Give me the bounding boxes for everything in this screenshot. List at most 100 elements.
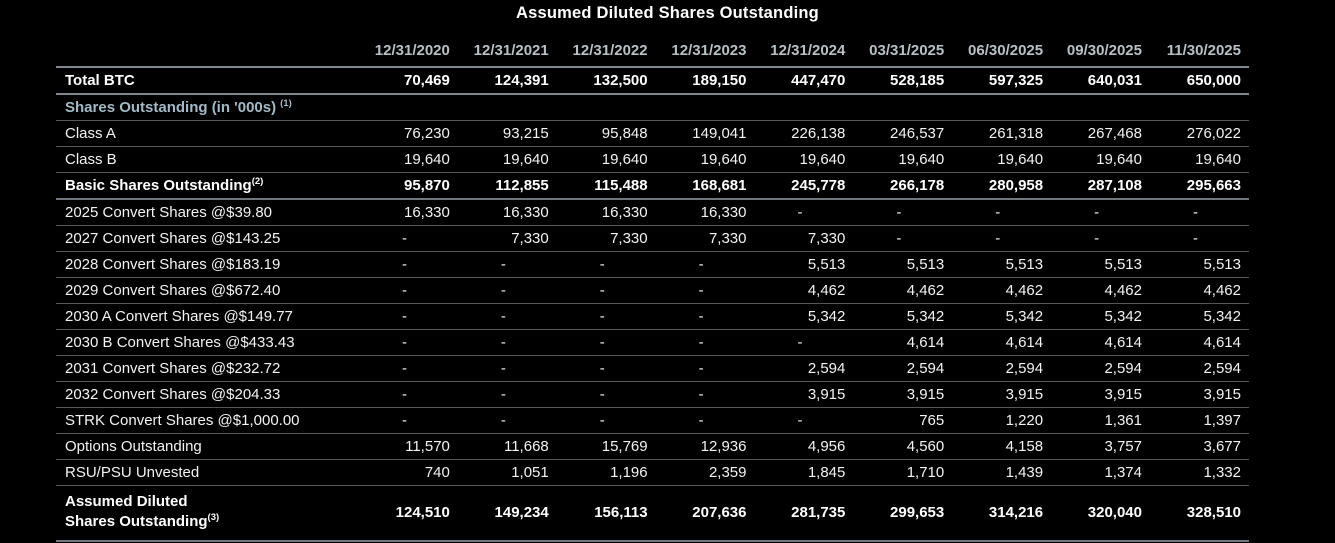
cell-value: 3,915 (1051, 381, 1150, 408)
cell-value: 11,570 (359, 433, 458, 460)
cell-value: 19,640 (556, 146, 656, 173)
cell-value (1051, 94, 1150, 121)
cell-value: 124,391 (457, 67, 557, 95)
corner-cell (56, 37, 359, 68)
cell-value: - (359, 303, 458, 330)
cell-value: 95,870 (359, 172, 458, 200)
cell-value: 124,510 (359, 485, 458, 542)
row-label: 2027 Convert Shares @$143.25 (56, 225, 359, 252)
cell-value: 189,150 (655, 67, 755, 95)
cell-value: 19,640 (457, 146, 557, 173)
cell-value: 765 (853, 407, 953, 434)
cell-value: 11,668 (457, 433, 557, 460)
cell-value: 1,374 (1051, 459, 1150, 486)
cell-value: 2,594 (1051, 355, 1150, 382)
cell-value: - (556, 329, 656, 356)
column-header: 06/30/2025 (952, 37, 1052, 68)
cell-value: 2,594 (853, 355, 953, 382)
cell-value: 207,636 (655, 485, 755, 542)
row-label: STRK Convert Shares @$1,000.00 (56, 407, 359, 434)
table-row: 2028 Convert Shares @$183.19- - - -5,513 5,5… (56, 251, 1249, 278)
cell-value: 4,614 (952, 329, 1052, 356)
row-label: Total BTC (56, 67, 359, 95)
cell-value: 1,710 (853, 459, 953, 486)
cell-value (1150, 94, 1249, 121)
cell-value: - (655, 407, 755, 434)
cell-value: 2,594 (754, 355, 854, 382)
table-row: Basic Shares Outstanding(2) 95,870 112,855… (56, 172, 1249, 200)
cell-value: 16,330 (359, 199, 458, 226)
cell-value: 3,677 (1150, 433, 1249, 460)
cell-value (359, 94, 458, 121)
header-row: 12/31/2020 12/31/2021 12/31/2022 12/31/2023… (56, 37, 1249, 68)
table-row: Class B 19,640 19,640 19,640 19,640 19,640 19,… (56, 146, 1249, 173)
cell-value: 280,958 (952, 172, 1052, 200)
row-label: Class B (56, 146, 359, 173)
footnote-marker: (2) (251, 176, 264, 187)
cell-value: 528,185 (853, 67, 953, 95)
cell-value: 149,234 (457, 485, 557, 542)
cell-value: 3,915 (754, 381, 854, 408)
row-label: 2028 Convert Shares @$183.19 (56, 251, 359, 278)
cell-value (952, 94, 1052, 121)
cell-value: 1,196 (556, 459, 656, 486)
table-body: Total BTC 70,469 124,391 132,500 189,150 447,… (56, 67, 1249, 542)
cell-value: 5,513 (1150, 251, 1249, 278)
cell-value: - (359, 407, 458, 434)
cell-value: 4,956 (754, 433, 854, 460)
column-header: 12/31/2022 (556, 37, 656, 68)
table-row: Total BTC 70,469 124,391 132,500 189,150 447,… (56, 67, 1249, 95)
cell-value: 3,757 (1051, 433, 1150, 460)
cell-value: - (556, 355, 656, 382)
cell-value: 640,031 (1051, 67, 1150, 95)
cell-value: 295,663 (1150, 172, 1249, 200)
cell-value: - (359, 225, 458, 252)
table-row: Shares Outstanding (in '000s) (1) (56, 94, 1249, 121)
cell-value: 19,640 (754, 146, 854, 173)
cell-value: 4,462 (952, 277, 1052, 304)
row-label: 2030 B Convert Shares @$433.43 (56, 329, 359, 356)
cell-value: - (1051, 199, 1150, 226)
row-label: 2031 Convert Shares @$232.72 (56, 355, 359, 382)
cell-value: 1,332 (1150, 459, 1249, 486)
cell-value: 7,330 (655, 225, 755, 252)
cell-value: 5,513 (1051, 251, 1150, 278)
column-header: 03/31/2025 (853, 37, 953, 68)
cell-value: - (457, 329, 557, 356)
cell-value: - (457, 277, 557, 304)
cell-value: 299,653 (853, 485, 953, 542)
cell-value (754, 94, 854, 121)
cell-value: - (457, 303, 557, 330)
cell-value: 226,138 (754, 120, 854, 147)
cell-value: 5,342 (1051, 303, 1150, 330)
cell-value: 650,000 (1150, 67, 1249, 95)
cell-value: 7,330 (457, 225, 557, 252)
cell-value: 2,594 (952, 355, 1052, 382)
cell-value: 7,330 (754, 225, 854, 252)
cell-value: - (556, 277, 656, 304)
column-header: 11/30/2025 (1150, 37, 1249, 68)
column-header: 12/31/2023 (655, 37, 755, 68)
row-label: Shares Outstanding (in '000s) (1) (56, 94, 359, 121)
cell-value: - (359, 381, 458, 408)
cell-value (853, 94, 953, 121)
cell-value: 320,040 (1051, 485, 1150, 542)
cell-value (556, 94, 656, 121)
cell-value: 19,640 (853, 146, 953, 173)
cell-value: 4,462 (1150, 277, 1249, 304)
cell-value: 16,330 (457, 199, 557, 226)
cell-value: 4,158 (952, 433, 1052, 460)
cell-value: - (952, 199, 1052, 226)
table-row: 2030 B Convert Shares @$433.43- - - - -4,614… (56, 329, 1249, 356)
cell-value: 740 (359, 459, 458, 486)
table-row: 2027 Convert Shares @$143.25-7,330 7,330 7… (56, 225, 1249, 252)
cell-value: - (754, 329, 854, 356)
cell-value: 5,342 (952, 303, 1052, 330)
table-row: 2030 A Convert Shares @$149.77- - - -5,342 5… (56, 303, 1249, 330)
cell-value: - (1150, 199, 1249, 226)
row-label: 2032 Convert Shares @$204.33 (56, 381, 359, 408)
cell-value: 4,462 (1051, 277, 1150, 304)
page-title: Assumed Diluted Shares Outstanding (516, 4, 819, 22)
footnote-marker: (1) (280, 98, 292, 109)
cell-value: 276,022 (1150, 120, 1249, 147)
